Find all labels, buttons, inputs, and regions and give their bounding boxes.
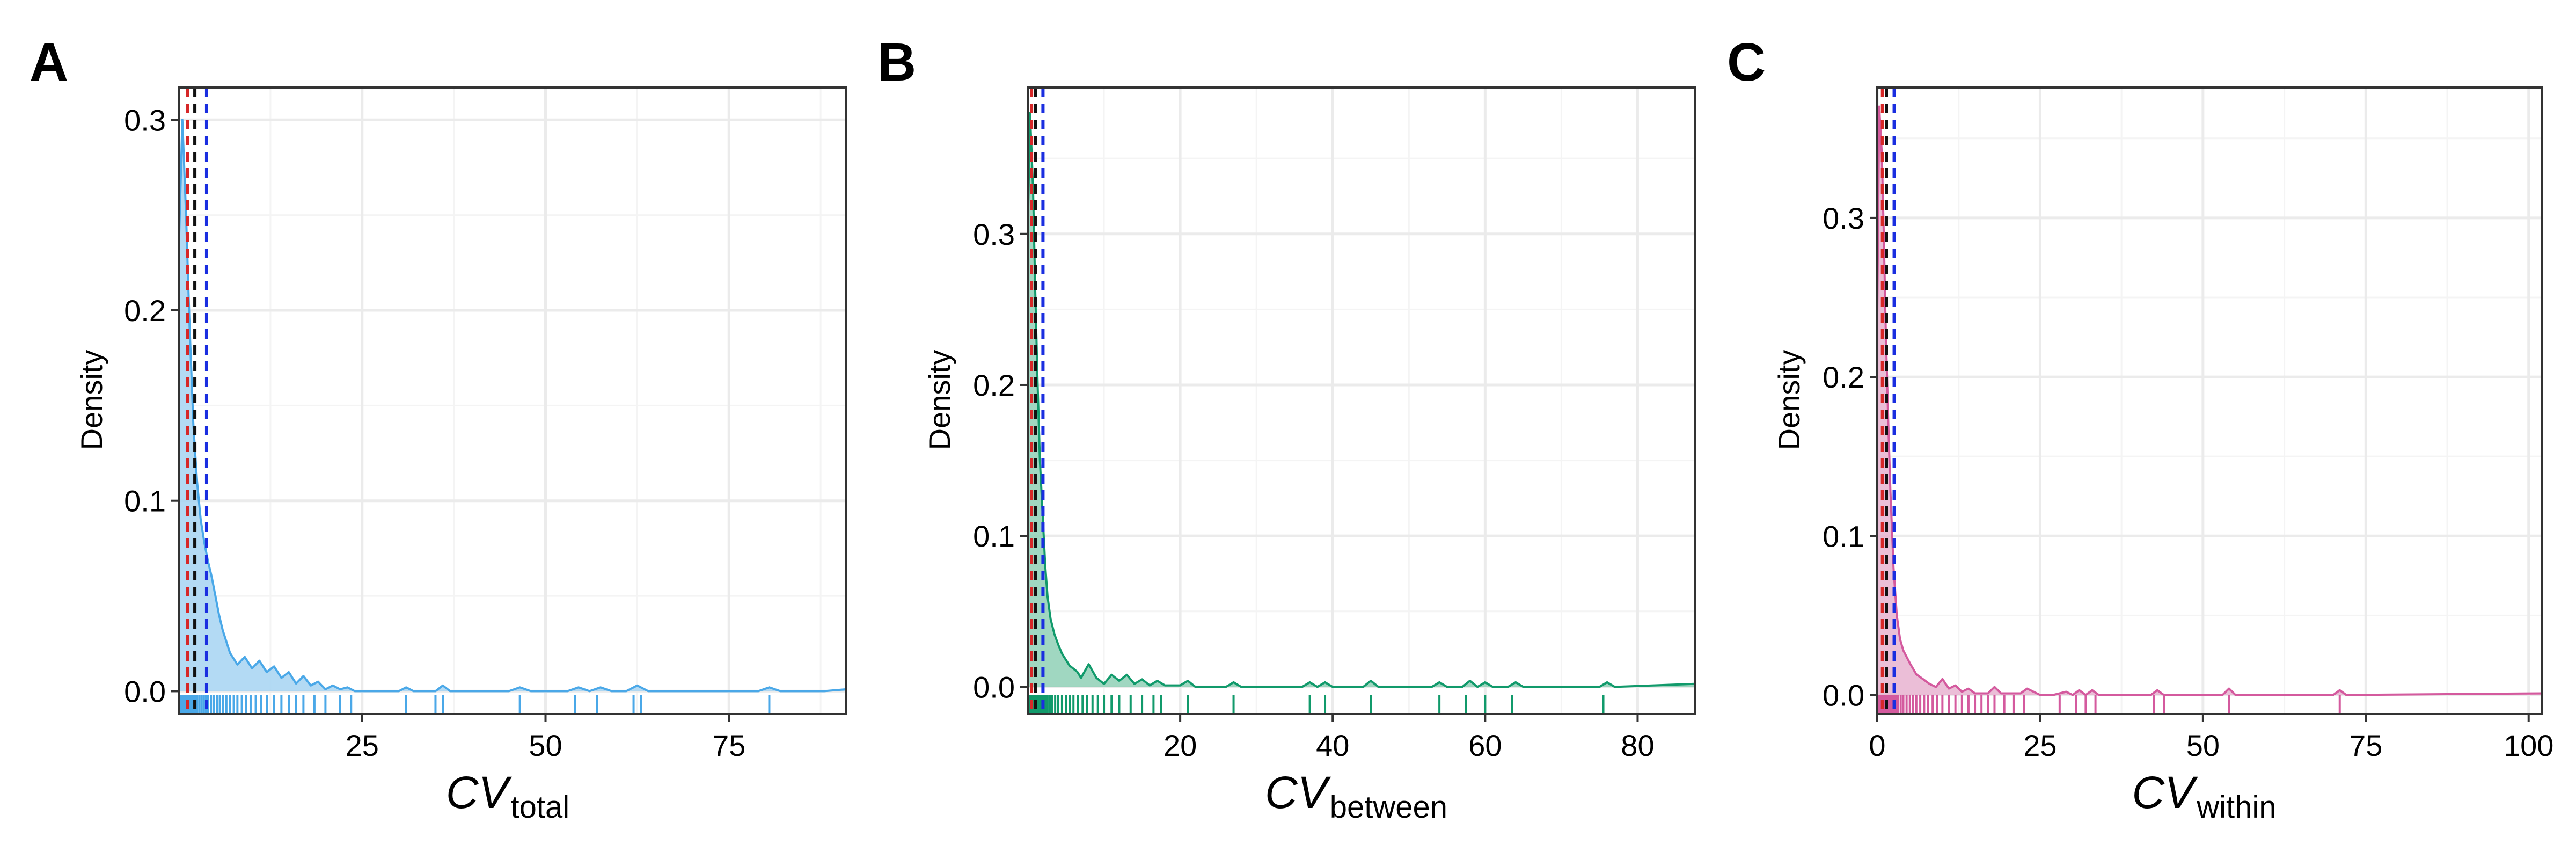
panel-letter: A [30, 32, 68, 92]
y-axis-label: Density [923, 350, 956, 450]
y-tick-label: 0.0 [973, 670, 1015, 704]
density-area [1028, 113, 1695, 687]
panel-c: C Density CVwithin 0.0 0.1 0.2 0.3 0 25 50 75 10… [1727, 32, 2553, 825]
plot-frame [1876, 86, 2543, 715]
x-tick-label: 60 [1468, 729, 1502, 762]
panel-letter: C [1727, 32, 1766, 92]
plot-area [179, 88, 846, 714]
x-tick-label: 75 [2349, 729, 2382, 762]
plot-frame [1027, 86, 1696, 715]
x-axis-label-sub: between [1330, 790, 1447, 825]
y-tick-label: 0.2 [973, 368, 1015, 402]
plot-area [1028, 88, 1695, 714]
plot-frame [178, 86, 847, 715]
y-axis-label: Density [75, 350, 108, 450]
x-axis-label: CVwithin [2132, 767, 2277, 825]
x-axis-label: CVtotal [446, 767, 569, 825]
y-tick-label: 0.3 [1823, 201, 1864, 235]
x-axis-label-sub: within [2196, 790, 2276, 825]
x-axis-label-main: CV [2132, 767, 2199, 818]
density-line [179, 119, 846, 693]
density-line [1028, 112, 1695, 688]
x-tick-label: 0 [1869, 729, 1885, 762]
y-tick-label: 0.3 [124, 103, 166, 137]
y-tick-label: 0.1 [124, 484, 166, 518]
x-tick-label: 75 [712, 729, 745, 762]
x-axis-label: CVbetween [1265, 767, 1447, 825]
x-tick-label: 40 [1316, 729, 1349, 762]
x-tick-label: 100 [2504, 729, 2553, 762]
x-tick-label: 25 [2023, 729, 2057, 762]
x-axis-label-main: CV [446, 767, 513, 818]
x-tick-label: 50 [529, 729, 562, 762]
y-tick-label: 0.0 [1823, 678, 1864, 712]
y-axis-label: Density [1772, 350, 1806, 450]
y-tick-label: 0.1 [973, 519, 1015, 553]
density-line [1877, 105, 2542, 696]
x-tick-label: 50 [2186, 729, 2220, 762]
panel-b: B Density CVbetween 0.0 0.1 0.2 0.3 20 40 60 80 [877, 32, 1696, 825]
x-tick-label: 20 [1163, 729, 1197, 762]
plot-area [1877, 88, 2542, 714]
x-tick-label: 25 [346, 729, 379, 762]
y-tick-label: 0.2 [1823, 360, 1864, 394]
density-area [1877, 106, 2542, 695]
y-tick-label: 0.1 [1823, 519, 1864, 553]
y-tick-label: 0.0 [124, 674, 166, 708]
y-tick-label: 0.3 [973, 217, 1015, 251]
x-axis-label-sub: total [511, 790, 570, 825]
panel-letter: B [877, 32, 916, 92]
y-tick-label: 0.2 [124, 294, 166, 327]
x-axis-label-main: CV [1265, 767, 1331, 818]
panel-a: A Density CVtotal 0.0 0.1 0.2 0.3 25 50 75 [30, 32, 847, 825]
x-tick-label: 80 [1621, 729, 1654, 762]
